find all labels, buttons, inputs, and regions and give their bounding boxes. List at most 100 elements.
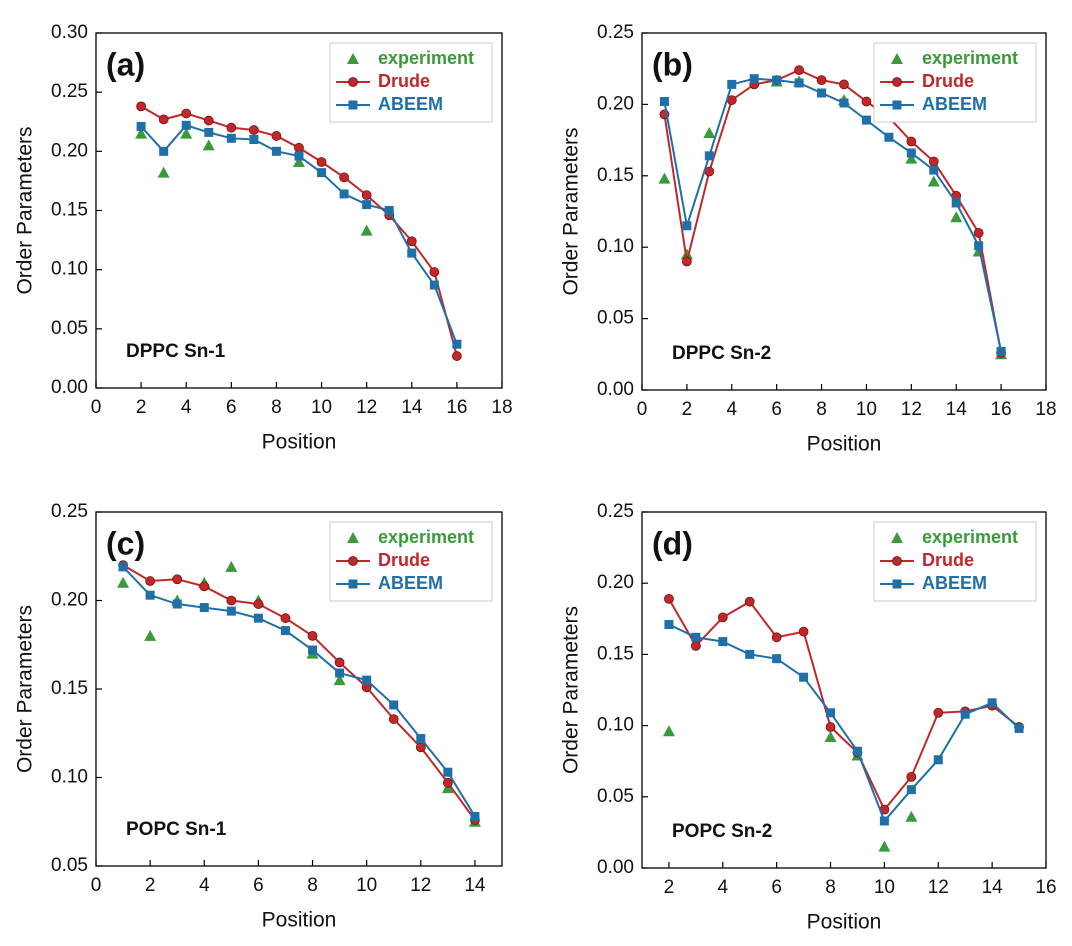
marker xyxy=(348,579,358,589)
legend-label: experiment xyxy=(922,527,1018,547)
marker xyxy=(905,152,918,164)
legend-label: Drude xyxy=(378,550,430,570)
y-axis-label: Order Parameters xyxy=(560,606,583,774)
x-tick-label: 6 xyxy=(253,875,264,896)
marker xyxy=(347,53,359,64)
x-axis-label: Position xyxy=(262,431,337,454)
marker xyxy=(744,596,755,607)
y-tick-label: 0.05 xyxy=(51,318,88,339)
marker xyxy=(388,714,399,724)
marker xyxy=(253,613,263,623)
marker xyxy=(335,668,345,678)
marker xyxy=(906,136,917,147)
marker xyxy=(226,606,236,616)
marker xyxy=(429,267,440,277)
legend: experiment Drude ABEEM xyxy=(329,42,493,123)
marker xyxy=(892,77,902,87)
marker xyxy=(145,590,155,600)
marker xyxy=(825,722,836,732)
legend-label: experiment xyxy=(378,48,474,68)
marker xyxy=(225,560,238,572)
marker xyxy=(362,675,372,685)
legend-label: ABEEM xyxy=(922,94,987,114)
panel-label: (c) xyxy=(106,525,145,561)
annotation: DPPC Sn-1 xyxy=(126,341,226,362)
marker xyxy=(406,236,417,247)
marker xyxy=(817,88,827,98)
marker xyxy=(727,79,737,89)
legend-label: experiment xyxy=(922,48,1018,68)
marker xyxy=(771,632,782,643)
marker xyxy=(199,603,209,613)
x-tick-label: 8 xyxy=(816,399,827,420)
marker xyxy=(974,241,984,251)
legend-label: ABEEM xyxy=(922,573,987,593)
y-tick-label: 0.20 xyxy=(51,140,88,161)
legend-label: Drude xyxy=(378,71,430,91)
marker xyxy=(927,175,940,187)
x-axis-label: Position xyxy=(807,911,882,934)
y-tick-label: 0.15 xyxy=(597,165,634,186)
panel-label: (b) xyxy=(652,46,693,82)
legend-label: experiment xyxy=(378,527,474,547)
marker xyxy=(703,126,716,138)
marker xyxy=(293,155,305,167)
marker xyxy=(470,811,480,821)
x-tick-label: 10 xyxy=(356,875,377,896)
marker xyxy=(416,734,426,744)
marker xyxy=(253,599,264,609)
marker xyxy=(334,657,345,668)
marker xyxy=(891,532,903,543)
y-tick-label: 0.25 xyxy=(51,81,88,102)
y-tick-label: 0.10 xyxy=(51,259,88,280)
marker xyxy=(407,248,417,258)
marker xyxy=(158,114,169,125)
marker xyxy=(973,228,984,238)
marker xyxy=(824,730,837,742)
x-tick-label: 14 xyxy=(464,875,486,896)
marker xyxy=(664,619,674,629)
marker xyxy=(145,576,156,586)
x-tick-label: 6 xyxy=(226,397,237,418)
marker xyxy=(339,189,349,199)
marker xyxy=(339,172,350,183)
marker xyxy=(690,640,701,651)
series-line xyxy=(663,77,1003,352)
marker xyxy=(659,97,669,107)
x-tick-label: 2 xyxy=(682,399,693,420)
marker xyxy=(717,612,728,623)
marker xyxy=(906,148,916,158)
plot-frame xyxy=(641,511,1047,869)
x-tick-label: 14 xyxy=(401,397,423,418)
y-tick-label: 0.10 xyxy=(597,236,634,257)
marker xyxy=(308,645,318,655)
marker xyxy=(794,78,804,88)
marker xyxy=(839,98,849,108)
marker xyxy=(892,579,902,589)
x-tick-label: 6 xyxy=(771,399,782,420)
y-tick-label: 0.15 xyxy=(51,678,88,699)
x-tick-label: 10 xyxy=(856,399,877,420)
marker xyxy=(118,562,128,572)
marker xyxy=(950,211,963,223)
marker xyxy=(861,96,872,107)
marker xyxy=(891,53,903,64)
legend-label: Drude xyxy=(922,71,974,91)
marker xyxy=(892,100,902,110)
marker xyxy=(772,75,782,85)
x-tick-label: 10 xyxy=(311,397,332,418)
marker xyxy=(202,139,215,151)
y-tick-label: 0.00 xyxy=(597,857,634,878)
x-tick-label: 12 xyxy=(356,397,377,418)
marker xyxy=(443,767,453,777)
x-tick-label: 4 xyxy=(199,875,210,896)
marker xyxy=(884,132,894,142)
y-tick-label: 0.00 xyxy=(597,379,634,400)
marker xyxy=(933,755,943,765)
marker xyxy=(429,280,439,290)
x-tick-label: 4 xyxy=(181,397,192,418)
marker xyxy=(347,532,359,543)
legend: experiment Drude ABEEM xyxy=(873,521,1037,602)
x-tick-label: 2 xyxy=(664,877,675,898)
marker xyxy=(226,122,237,133)
